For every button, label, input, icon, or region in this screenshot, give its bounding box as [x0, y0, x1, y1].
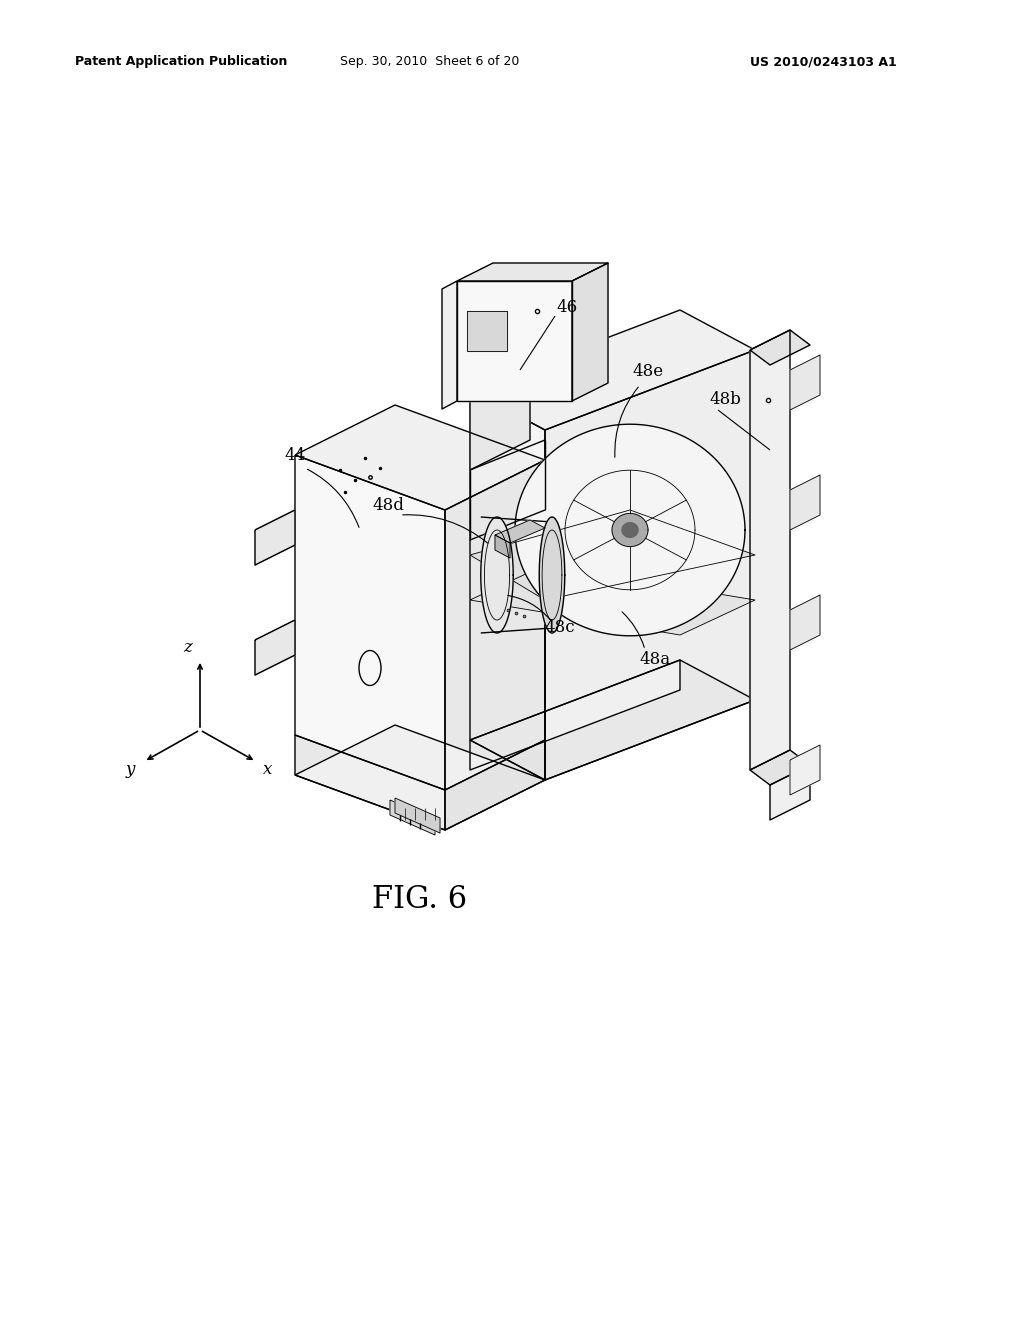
Polygon shape — [750, 330, 790, 770]
Text: 48b: 48b — [709, 392, 741, 408]
Text: FIG. 6: FIG. 6 — [373, 884, 468, 916]
Polygon shape — [295, 455, 445, 789]
Polygon shape — [790, 475, 820, 531]
Polygon shape — [470, 389, 545, 780]
Text: US 2010/0243103 A1: US 2010/0243103 A1 — [750, 55, 897, 69]
Polygon shape — [750, 750, 810, 785]
Text: x: x — [263, 762, 272, 777]
Polygon shape — [470, 565, 755, 635]
Polygon shape — [545, 350, 755, 780]
Polygon shape — [255, 620, 295, 675]
Polygon shape — [457, 263, 608, 281]
Text: Sep. 30, 2010  Sheet 6 of 20: Sep. 30, 2010 Sheet 6 of 20 — [340, 55, 520, 69]
Polygon shape — [470, 510, 755, 601]
Text: 46: 46 — [556, 300, 578, 317]
Polygon shape — [470, 310, 755, 430]
Polygon shape — [470, 360, 530, 470]
Polygon shape — [540, 517, 565, 634]
Polygon shape — [750, 330, 810, 366]
Polygon shape — [480, 517, 513, 634]
Polygon shape — [390, 800, 435, 836]
Text: 48a: 48a — [639, 652, 671, 668]
Polygon shape — [295, 725, 545, 830]
Text: 48e: 48e — [633, 363, 664, 380]
Polygon shape — [770, 766, 810, 820]
Text: 48d: 48d — [372, 496, 403, 513]
Text: y: y — [125, 762, 135, 777]
Text: z: z — [183, 639, 193, 656]
Polygon shape — [495, 535, 510, 558]
Polygon shape — [790, 355, 820, 411]
Polygon shape — [445, 459, 545, 789]
Polygon shape — [572, 263, 608, 401]
Polygon shape — [395, 799, 440, 833]
Polygon shape — [470, 660, 680, 770]
Text: 44: 44 — [285, 446, 305, 463]
Polygon shape — [457, 281, 572, 401]
Polygon shape — [790, 744, 820, 795]
Polygon shape — [790, 595, 820, 649]
Polygon shape — [470, 660, 755, 780]
Polygon shape — [515, 424, 745, 636]
Polygon shape — [445, 741, 545, 830]
Polygon shape — [495, 520, 545, 543]
Polygon shape — [612, 513, 648, 546]
Polygon shape — [295, 405, 545, 510]
Polygon shape — [295, 735, 445, 830]
Polygon shape — [255, 510, 295, 565]
Polygon shape — [467, 312, 507, 351]
Polygon shape — [442, 281, 457, 409]
Text: 48c: 48c — [545, 619, 575, 636]
Polygon shape — [622, 523, 638, 537]
Text: Patent Application Publication: Patent Application Publication — [75, 55, 288, 69]
